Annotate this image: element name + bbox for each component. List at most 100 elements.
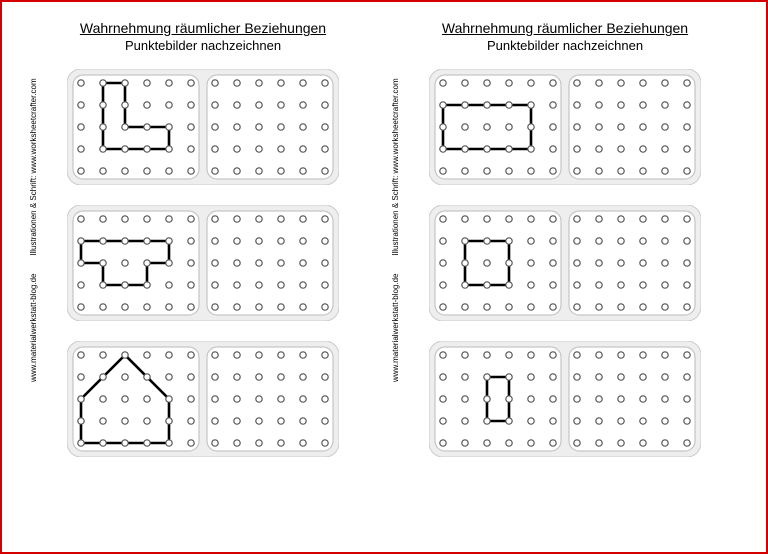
grid-dot	[528, 352, 534, 358]
grid-dot	[596, 238, 602, 244]
grid-dot	[234, 282, 240, 288]
grid-dot	[462, 168, 468, 174]
grid-dot	[574, 168, 580, 174]
grid-dot	[528, 440, 534, 446]
grid-dot	[322, 80, 328, 86]
grid-dot	[322, 440, 328, 446]
grid-dot	[550, 80, 556, 86]
grid-dot	[256, 238, 262, 244]
grid-dot	[300, 418, 306, 424]
grid-dot	[322, 282, 328, 288]
grid-dot	[550, 146, 556, 152]
grid-dot	[234, 238, 240, 244]
grid-dot	[78, 396, 84, 402]
grid-dot	[574, 418, 580, 424]
grid-dot	[278, 216, 284, 222]
grid-dot	[166, 304, 172, 310]
grid-dot	[462, 440, 468, 446]
grid-dot	[256, 146, 262, 152]
grid-dot	[662, 238, 668, 244]
grid-dot	[234, 396, 240, 402]
grid-dot	[322, 374, 328, 380]
grid-dot	[256, 374, 262, 380]
grid-dot	[188, 352, 194, 358]
grid-dot	[322, 418, 328, 424]
grid-pair	[429, 69, 701, 185]
grid-dot	[550, 374, 556, 380]
grid-dot	[278, 168, 284, 174]
grid-dot	[100, 260, 106, 266]
grid-dot	[640, 396, 646, 402]
grid-dot	[662, 168, 668, 174]
grid-dot	[78, 146, 84, 152]
grid-dot	[440, 238, 446, 244]
grid-dot	[640, 374, 646, 380]
grid-empty	[569, 75, 695, 179]
grid-dot	[322, 102, 328, 108]
grid-dot	[100, 374, 106, 380]
grid-dot	[618, 238, 624, 244]
grid-dot	[278, 80, 284, 86]
grid-dot	[212, 216, 218, 222]
credit-bottom-left: www.materialwerkstatt-blog.de	[29, 274, 38, 382]
subtitle-right: Punktebilder nachzeichnen	[442, 38, 688, 53]
grid-dot	[440, 282, 446, 288]
grid-dot	[684, 168, 690, 174]
grid-dot	[256, 282, 262, 288]
grid-dot	[640, 418, 646, 424]
grid-dot	[122, 102, 128, 108]
grid-dot	[188, 80, 194, 86]
grid-dot	[122, 374, 128, 380]
grid-dot	[122, 80, 128, 86]
grid-dot	[212, 260, 218, 266]
grid-dot	[100, 80, 106, 86]
grid-dot	[122, 260, 128, 266]
grid-dot	[550, 168, 556, 174]
grid-dot	[484, 282, 490, 288]
grid-dot	[322, 124, 328, 130]
grid-dot	[188, 396, 194, 402]
grid-dot	[574, 146, 580, 152]
grid-empty	[207, 211, 333, 315]
grid-dot	[300, 168, 306, 174]
grid-dot	[528, 146, 534, 152]
grid-dot	[212, 282, 218, 288]
credit-bottom-right: www.materialwerkstatt-blog.de	[391, 274, 400, 382]
grid-dot	[506, 260, 512, 266]
grid-dot	[596, 102, 602, 108]
grid-dot	[188, 168, 194, 174]
grid-dot	[144, 102, 150, 108]
grid-dot	[166, 216, 172, 222]
grid-dot	[234, 102, 240, 108]
grid-dot	[640, 282, 646, 288]
grid-dot	[574, 352, 580, 358]
grid-dot	[462, 418, 468, 424]
grid-dot	[100, 396, 106, 402]
grid-dot	[78, 418, 84, 424]
grid-dot	[528, 124, 534, 130]
grid-dot	[144, 282, 150, 288]
grid-dot	[662, 304, 668, 310]
grid-with-shape	[73, 347, 199, 451]
side-credits-right: www.materialwerkstatt-blog.de Illustrati…	[391, 79, 400, 383]
grid-dot	[300, 102, 306, 108]
grid-dot	[78, 80, 84, 86]
titles-right: Wahrnehmung räumlicher Beziehungen Punkt…	[442, 20, 688, 53]
grid-dot	[166, 396, 172, 402]
grid-dot	[528, 238, 534, 244]
grid-dot	[528, 216, 534, 222]
grid-dot	[300, 146, 306, 152]
pair-left-3	[67, 341, 339, 457]
grid-dot	[484, 80, 490, 86]
grid-dot	[662, 80, 668, 86]
grid-dot	[596, 124, 602, 130]
grid-pair	[67, 205, 339, 321]
grid-dot	[322, 216, 328, 222]
grid-dot	[78, 304, 84, 310]
credit-top-left: Illustrationen & Schrift: www.worksheetc…	[29, 79, 38, 256]
grid-dot	[212, 440, 218, 446]
grid-dot	[78, 440, 84, 446]
grid-dot	[506, 440, 512, 446]
grid-dot	[618, 260, 624, 266]
grid-dot	[78, 260, 84, 266]
